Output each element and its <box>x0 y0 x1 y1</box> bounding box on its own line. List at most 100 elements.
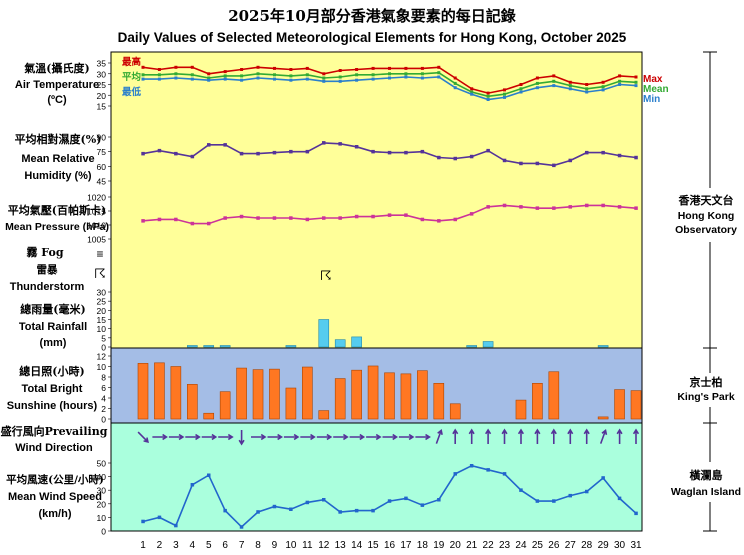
hum-point-27 <box>568 158 572 163</box>
temp-min-point-5 <box>207 78 211 82</box>
temp-mean-point-30 <box>618 79 622 83</box>
rain-bar-10 <box>285 345 297 348</box>
hum-point-3 <box>174 151 178 156</box>
temp-mean-point-26 <box>552 79 556 83</box>
wspd-point-4 <box>190 483 195 487</box>
wspd-point-14 <box>354 508 359 513</box>
hum-point-29 <box>601 150 605 155</box>
sun-bar-19 <box>433 382 445 420</box>
temp-min-point-8 <box>256 76 260 80</box>
rain-tick-20: 20 <box>97 306 107 316</box>
sun-tick-4: 4 <box>101 394 106 404</box>
pres-point-24 <box>519 205 523 209</box>
hum-point-23 <box>502 158 507 163</box>
sun-bar-17 <box>400 373 412 420</box>
pres-point-31 <box>634 206 638 210</box>
sun-bar-12 <box>318 410 330 420</box>
wspd-point-21 <box>469 464 474 468</box>
wspd-point-20 <box>453 472 457 476</box>
temp-max-point-11 <box>305 66 309 70</box>
sun-tick-6: 6 <box>101 383 106 393</box>
wind-dir-arrow-1 <box>137 431 149 443</box>
temp-mean-point-3 <box>174 72 178 76</box>
station-kp-zh: 京士柏 <box>690 375 723 389</box>
rain-bar-21 <box>466 345 477 348</box>
temp-label-zh: 氣溫(攝氏度) <box>24 61 89 75</box>
wind-dir-arrow-8 <box>251 433 267 441</box>
sun-bar-4 <box>187 384 198 420</box>
wind-dir-arrow-shape-20 <box>452 428 459 444</box>
wind-dir-arrow-shape-1 <box>137 431 149 443</box>
hum-point-4 <box>190 154 195 159</box>
temp-min-point-15 <box>371 77 375 81</box>
pres-point-28 <box>585 203 589 208</box>
rain-bar-5 <box>203 345 215 348</box>
hum-tick-60: 60 <box>97 162 107 172</box>
pres-point-1 <box>141 219 145 223</box>
wspd-point-8 <box>256 510 260 514</box>
hum-point-5 <box>207 143 211 147</box>
temp-mean-point-11 <box>305 73 309 77</box>
wind-dir-arrow-6 <box>218 433 234 441</box>
pres-label-en: Mean Pressure (hPa) <box>5 221 109 233</box>
wind-dir-arrow-13 <box>333 433 349 441</box>
temp-mean-point-27 <box>568 84 572 88</box>
hum-tick-90: 90 <box>97 133 107 143</box>
wind-dir-arrow-25 <box>534 428 541 444</box>
station-hko-en2: Observatory <box>675 224 737 236</box>
sun-bar-11 <box>302 366 313 420</box>
temp-min-point-1 <box>141 77 145 81</box>
sun-bar-25 <box>532 382 543 420</box>
temp-max-point-29 <box>601 80 605 84</box>
temp-max-point-27 <box>568 80 572 84</box>
wind-dir-arrow-27 <box>567 428 574 444</box>
pres-point-9 <box>272 216 277 220</box>
sun-bar-5 <box>203 412 215 420</box>
temp-max-point-5 <box>207 72 211 76</box>
wspd-point-6 <box>223 508 227 513</box>
wspd-point-24 <box>519 488 523 492</box>
wspd-tick-30: 30 <box>97 486 107 496</box>
temp-min-point-21 <box>470 92 474 96</box>
x-tick-day-22: 22 <box>483 540 495 551</box>
wspd-label-en2: (km/h) <box>39 508 72 520</box>
temp-mean-point-22 <box>486 94 490 98</box>
wspd-tick-20: 20 <box>97 499 107 509</box>
temp-max-point-20 <box>453 76 457 80</box>
rain-label-en2: (mm) <box>40 337 67 349</box>
x-tick-day-29: 29 <box>598 540 610 551</box>
wspd-point-25 <box>535 499 540 503</box>
temp-min-point-27 <box>568 87 572 91</box>
hum-point-17 <box>404 150 408 155</box>
temp-min-point-12 <box>322 79 326 83</box>
wind-dir-arrow-15 <box>366 433 382 441</box>
sun-bar-7 <box>236 367 247 420</box>
x-tick-day-31: 31 <box>630 540 642 551</box>
temp-min-point-29 <box>601 88 605 92</box>
wspd-point-2 <box>157 515 162 520</box>
rain-tick-25: 25 <box>97 297 107 307</box>
sun-bar-18 <box>417 370 428 420</box>
temp-label-unit: (ºC) <box>47 94 67 106</box>
pres-point-12 <box>322 216 326 220</box>
temp-tick-15: 15 <box>97 102 107 112</box>
wspd-tick-0: 0 <box>101 527 106 537</box>
x-tick-day-28: 28 <box>581 540 593 551</box>
temp-tick-25: 25 <box>97 80 107 90</box>
hum-point-22 <box>486 148 490 153</box>
temp-mean-point-13 <box>338 75 342 79</box>
wind-dir-arrow-29 <box>599 428 608 444</box>
wspd-point-30 <box>617 496 622 501</box>
temp-max-point-30 <box>618 74 622 78</box>
thunder-label-zh: 雷暴 <box>37 263 58 276</box>
x-tick-day-7: 7 <box>239 540 245 551</box>
temp-min-point-20 <box>453 86 457 90</box>
wind-dir-arrow-shape-26 <box>550 428 557 444</box>
wspd-point-28 <box>585 489 589 494</box>
wind-dir-arrow-28 <box>583 428 590 444</box>
temp-max-point-8 <box>256 65 260 69</box>
pres-tick-1020: 1020 <box>87 193 106 203</box>
wind-dir-arrow-shape-13 <box>333 433 349 441</box>
temp-mean-point-29 <box>601 85 605 89</box>
temp-mean-point-19 <box>437 71 441 75</box>
